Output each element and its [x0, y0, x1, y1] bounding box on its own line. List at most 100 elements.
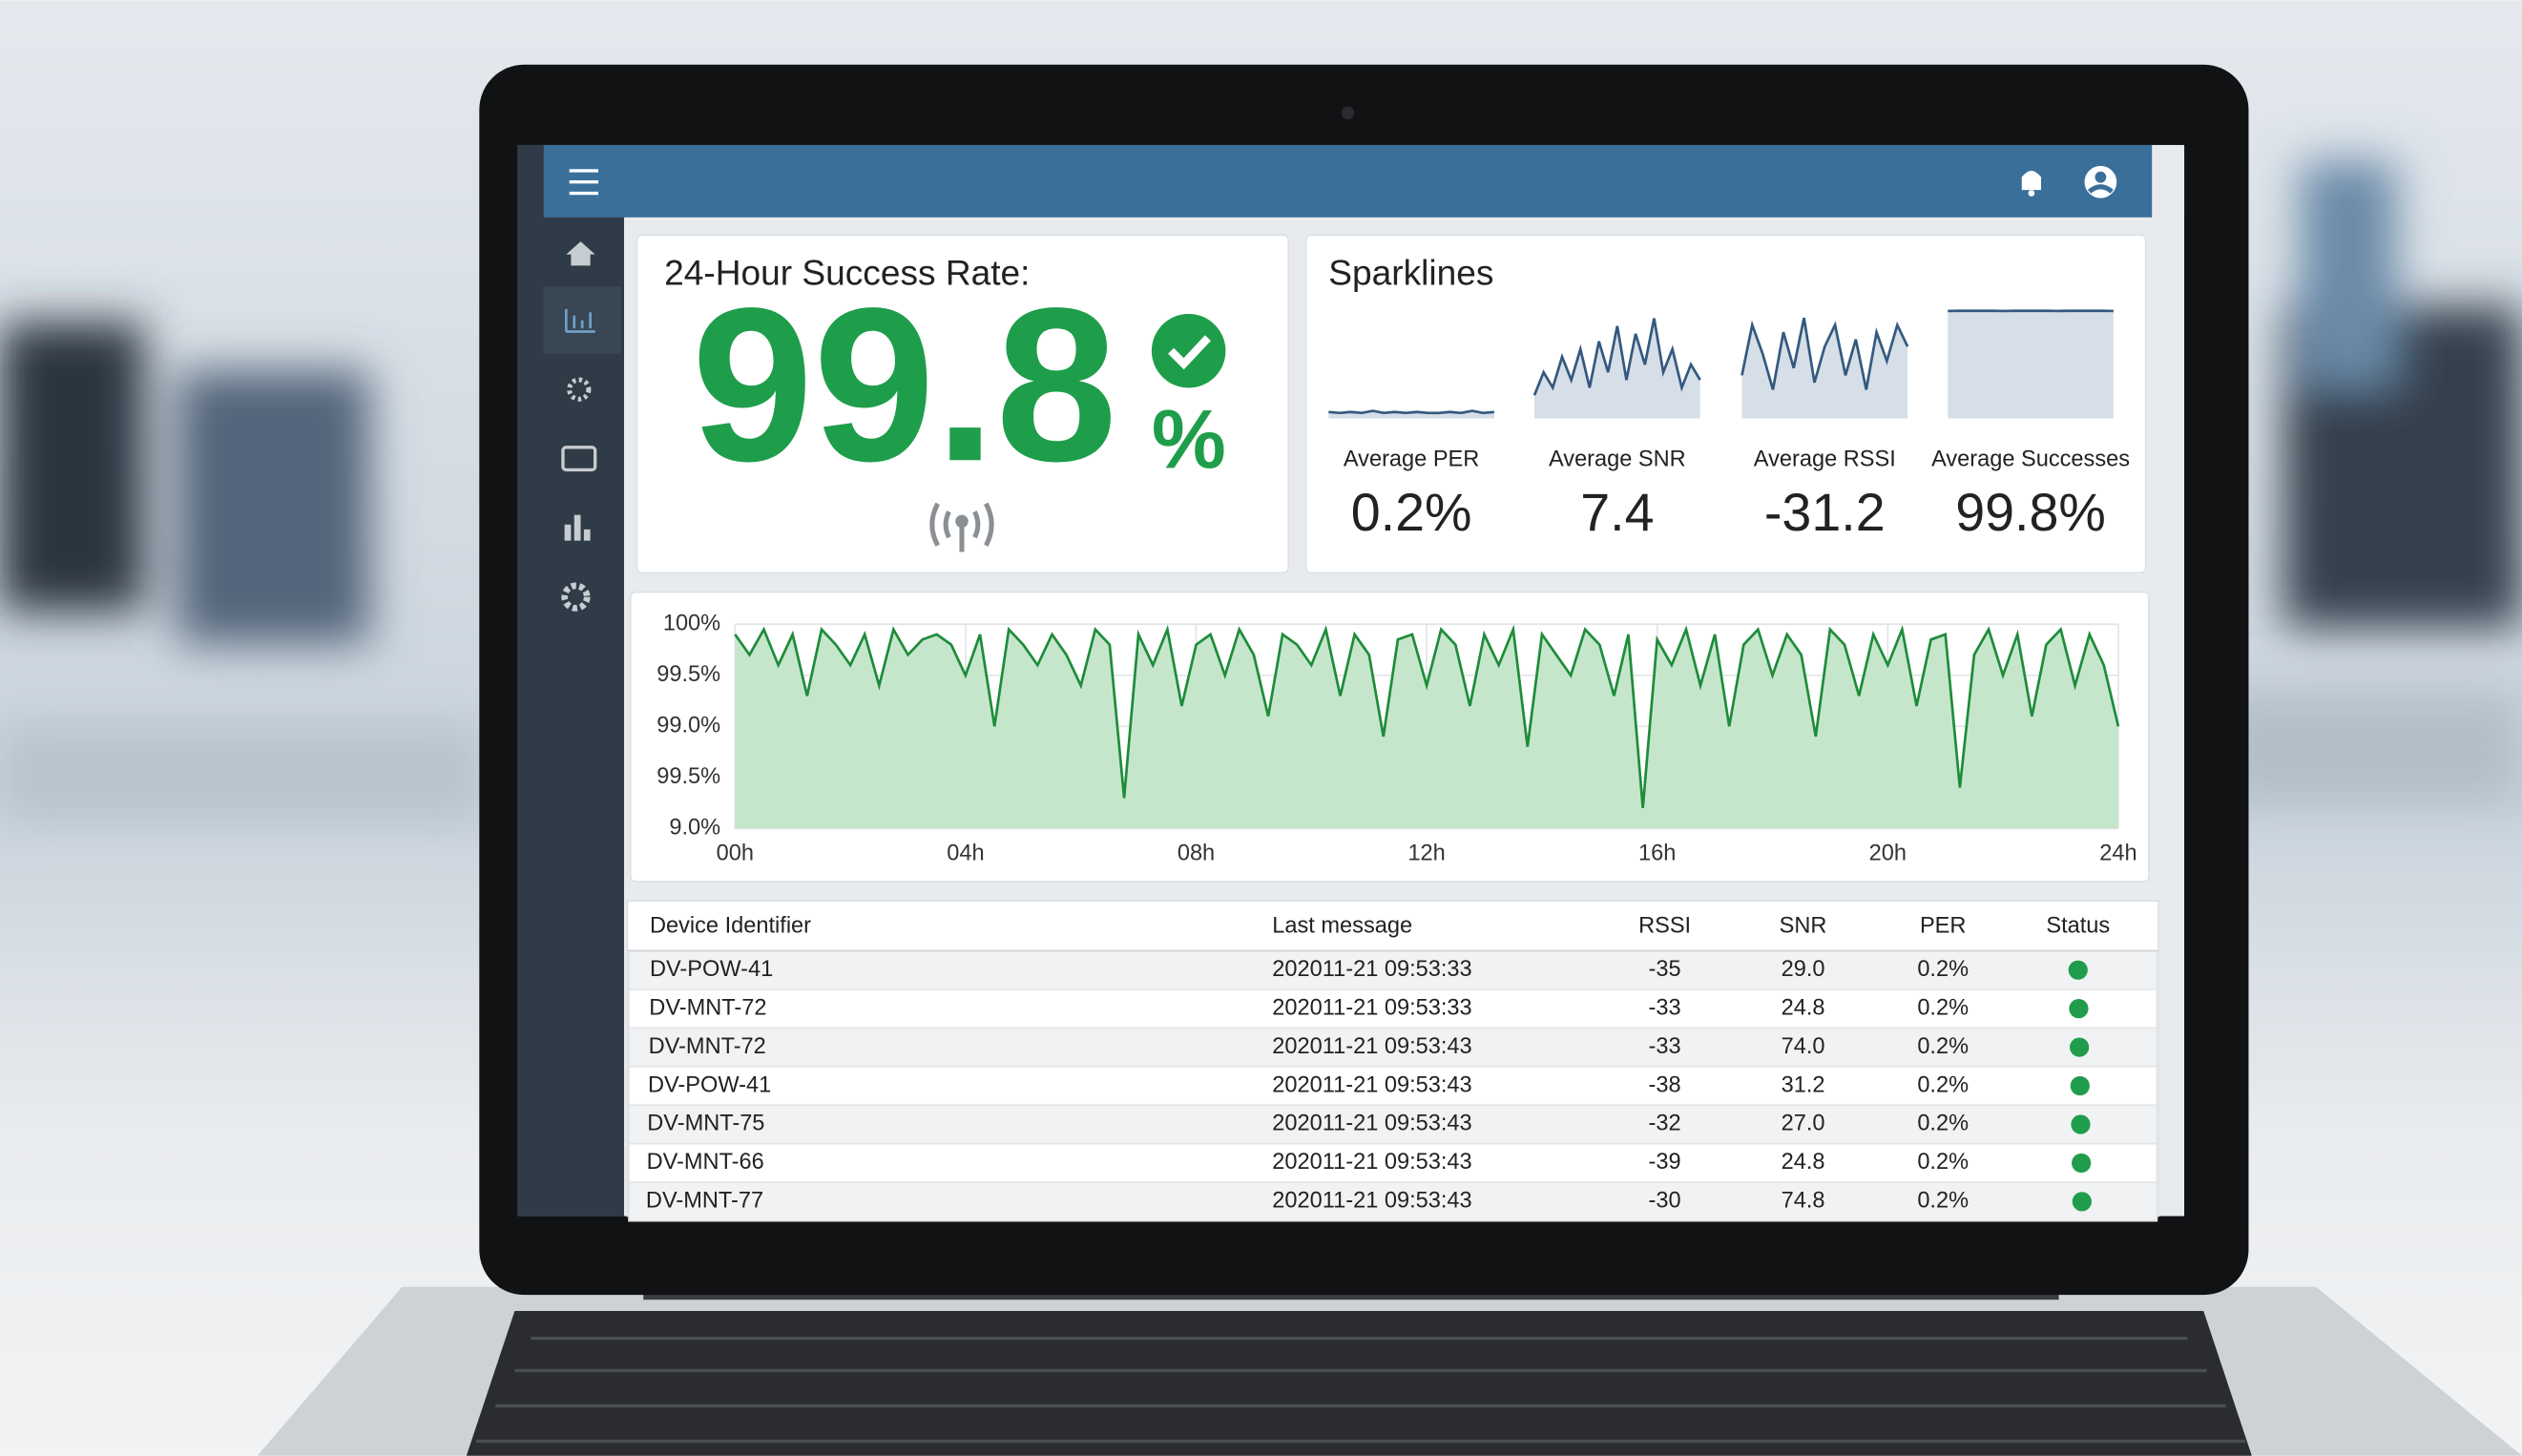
- signal-dot: [955, 514, 969, 529]
- status-dot: [2070, 1037, 2090, 1057]
- x-tick-label: 04h: [947, 841, 984, 865]
- y-tick-label: 99.0%: [657, 713, 720, 738]
- table-cell: -38: [1649, 1071, 1681, 1096]
- sparkline-value: 99.8%: [1955, 483, 2106, 542]
- status-dot: [2068, 960, 2088, 980]
- table-cell: 0.2%: [1917, 1071, 1969, 1096]
- table-header: SNR: [1780, 912, 1827, 937]
- table-cell: DV-MNT-66: [647, 1149, 764, 1174]
- signal-icon: [929, 502, 994, 552]
- success-card: [636, 234, 1289, 574]
- sparkline-area: [1948, 310, 2114, 419]
- table-cell: DV-MNT-72: [649, 994, 766, 1019]
- table-cell: -33: [1649, 994, 1681, 1019]
- sparkline-label: Average RSSI: [1754, 447, 1896, 471]
- table-cell: 202011-21 09:53:43: [1272, 1111, 1471, 1135]
- y-tick-label: 9.0%: [669, 815, 720, 840]
- sparkline-value: 7.4: [1580, 483, 1654, 542]
- table-cell: -32: [1649, 1111, 1681, 1135]
- table-row: [628, 1065, 2158, 1107]
- sparklines-title: Sparklines: [1328, 252, 1493, 292]
- table-cell: 0.2%: [1917, 956, 1969, 981]
- table-row: [628, 988, 2158, 1030]
- sparkline-label: Average PER: [1344, 447, 1479, 471]
- table-cell: 0.2%: [1917, 994, 1969, 1019]
- y-tick-label: 100%: [663, 611, 720, 635]
- monitor-icon[interactable]: [561, 446, 597, 472]
- table-cell: 202011-21 09:53:43: [1272, 1033, 1471, 1058]
- table-cell: -35: [1649, 956, 1681, 981]
- home-icon[interactable]: [566, 241, 595, 266]
- table-cell: 31.2: [1782, 1071, 1825, 1096]
- table-cell: 24.8: [1782, 994, 1825, 1019]
- keyboard: [466, 1311, 2252, 1456]
- table-header: Status: [2046, 912, 2110, 937]
- y-tick-label: 99.5%: [657, 763, 720, 788]
- table-cell: 74.0: [1782, 1033, 1825, 1058]
- table-header: PER: [1920, 912, 1966, 937]
- success-value: 99.8: [692, 261, 1117, 507]
- sparklines-card: [1304, 234, 2147, 574]
- table-cell: 202011-21 09:53:43: [1272, 1149, 1471, 1174]
- table-cell: -30: [1649, 1188, 1681, 1213]
- table-header: Device Identifier: [650, 912, 811, 937]
- table-cell: 202011-21 09:53:33: [1272, 994, 1471, 1019]
- sun-icon[interactable]: [567, 377, 592, 402]
- status-dot: [2072, 1192, 2092, 1212]
- table-cell: 0.2%: [1917, 1188, 1969, 1213]
- chart-icon[interactable]: [564, 308, 595, 333]
- table-cell: -39: [1649, 1149, 1681, 1174]
- table-cell: DV-POW-41: [650, 956, 773, 981]
- x-tick-label: 12h: [1407, 841, 1445, 865]
- table-header: Last message: [1272, 912, 1412, 937]
- user-body: [2087, 184, 2114, 194]
- active-nav[interactable]: [543, 286, 621, 355]
- settings-icon[interactable]: [561, 582, 591, 612]
- sparkline: [1740, 317, 1909, 390]
- table-row: [628, 1142, 2158, 1184]
- menu-icon[interactable]: [569, 169, 599, 196]
- table-cell: 27.0: [1782, 1111, 1825, 1135]
- table-header: RSSI: [1638, 912, 1691, 937]
- x-tick-label: 08h: [1178, 841, 1215, 865]
- table-row: [628, 1181, 2158, 1222]
- table-cell: DV-MNT-75: [647, 1111, 764, 1135]
- keyboard-rows: [475, 1336, 2246, 1444]
- status-dot: [2070, 1075, 2090, 1096]
- top-bar-end: [2152, 144, 2185, 218]
- area-line: [734, 624, 2120, 809]
- check-mark: [1168, 335, 1211, 370]
- bell-clapper: [2028, 190, 2035, 197]
- status-dot: [2072, 1153, 2092, 1174]
- sparkline-area: [1534, 318, 1700, 419]
- top-bar: [624, 144, 2153, 218]
- table-cell: -33: [1649, 1033, 1681, 1058]
- success-title: 24-Hour Success Rate:: [664, 252, 1030, 292]
- sparkline-area: [1741, 318, 1908, 419]
- user-head: [2095, 171, 2107, 183]
- x-tick-label: 20h: [1869, 841, 1907, 865]
- bell-icon[interactable]: [2021, 170, 2042, 191]
- table-cell: 0.2%: [1917, 1033, 1969, 1058]
- status-dot: [2069, 999, 2089, 1019]
- check-circle: [1151, 313, 1226, 388]
- table-cell: 74.8: [1782, 1188, 1825, 1213]
- y-tick-label: 99.5%: [657, 661, 720, 686]
- table-cell: DV-MNT-72: [649, 1033, 766, 1058]
- bars-icon[interactable]: [564, 514, 591, 541]
- sparkline-value: 0.2%: [1351, 483, 1472, 542]
- success-unit: %: [1152, 392, 1226, 486]
- table-cell: DV-POW-41: [648, 1071, 771, 1096]
- table-cell: DV-MNT-77: [646, 1188, 763, 1213]
- table-cell: 0.2%: [1917, 1111, 1969, 1135]
- sparkline: [1532, 318, 1701, 396]
- sparkline-label: Average SNR: [1549, 447, 1686, 471]
- table-stripes: [628, 949, 2158, 1222]
- table-cell: 202011-21 09:53:33: [1272, 956, 1471, 981]
- table-cell: 24.8: [1782, 1149, 1825, 1174]
- blurred-office: [0, 160, 2522, 821]
- x-tick-label: 16h: [1638, 841, 1676, 865]
- x-tick-label: 00h: [717, 841, 754, 865]
